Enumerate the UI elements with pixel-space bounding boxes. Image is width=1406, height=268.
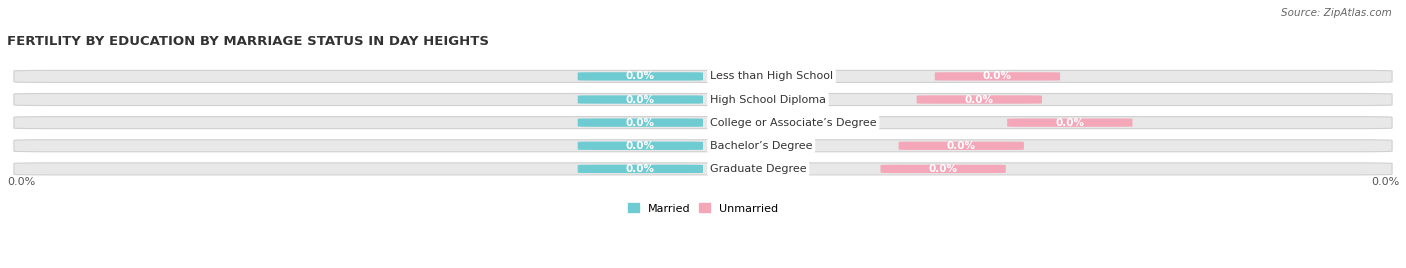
FancyBboxPatch shape: [14, 140, 1392, 152]
FancyBboxPatch shape: [1007, 118, 1132, 127]
Text: 0.0%: 0.0%: [928, 164, 957, 174]
FancyBboxPatch shape: [14, 94, 1392, 106]
Text: FERTILITY BY EDUCATION BY MARRIAGE STATUS IN DAY HEIGHTS: FERTILITY BY EDUCATION BY MARRIAGE STATU…: [7, 35, 489, 47]
FancyBboxPatch shape: [935, 72, 1060, 81]
Text: 0.0%: 0.0%: [626, 141, 655, 151]
Text: Less than High School: Less than High School: [710, 71, 834, 81]
Text: College or Associate’s Degree: College or Associate’s Degree: [710, 118, 876, 128]
FancyBboxPatch shape: [578, 118, 703, 127]
Text: 0.0%: 0.0%: [626, 164, 655, 174]
FancyBboxPatch shape: [14, 70, 1392, 82]
FancyBboxPatch shape: [917, 95, 1042, 104]
Text: Bachelor’s Degree: Bachelor’s Degree: [710, 141, 813, 151]
Legend: Married, Unmarried: Married, Unmarried: [623, 199, 783, 218]
FancyBboxPatch shape: [578, 165, 703, 173]
Text: 0.0%: 0.0%: [7, 177, 35, 187]
Text: Source: ZipAtlas.com: Source: ZipAtlas.com: [1281, 8, 1392, 18]
FancyBboxPatch shape: [578, 72, 703, 81]
Text: 0.0%: 0.0%: [1371, 177, 1399, 187]
Text: 0.0%: 0.0%: [626, 118, 655, 128]
Text: 0.0%: 0.0%: [626, 95, 655, 105]
FancyBboxPatch shape: [880, 165, 1005, 173]
FancyBboxPatch shape: [14, 117, 1392, 129]
Text: 0.0%: 0.0%: [983, 71, 1012, 81]
Text: 0.0%: 0.0%: [946, 141, 976, 151]
FancyBboxPatch shape: [14, 163, 1392, 175]
Text: High School Diploma: High School Diploma: [710, 95, 825, 105]
FancyBboxPatch shape: [578, 142, 703, 150]
FancyBboxPatch shape: [578, 95, 703, 104]
Text: 0.0%: 0.0%: [965, 95, 994, 105]
Text: Graduate Degree: Graduate Degree: [710, 164, 807, 174]
Text: 0.0%: 0.0%: [1056, 118, 1084, 128]
FancyBboxPatch shape: [898, 142, 1024, 150]
Text: 0.0%: 0.0%: [626, 71, 655, 81]
